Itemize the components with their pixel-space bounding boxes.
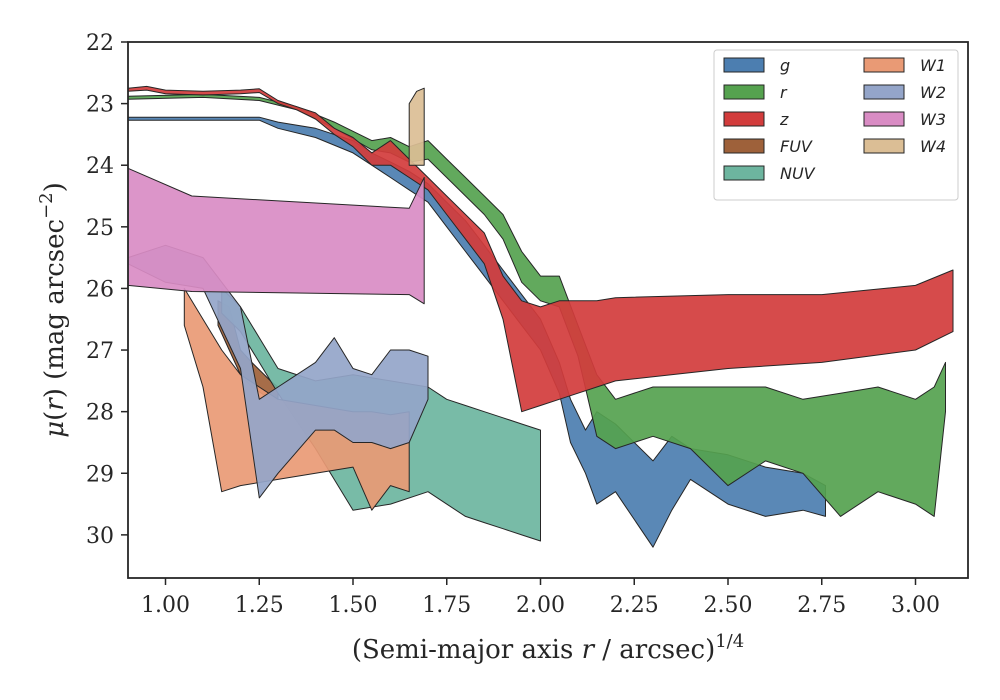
y-tick-label: 22	[86, 31, 114, 56]
legend-label-g: g	[780, 56, 790, 75]
x-axis: 1.00 1.25 1.50 1.75 2.00 2.25 2.50 2.75 3.00	[141, 578, 940, 618]
legend-label-w4: W4	[920, 137, 946, 156]
legend-swatch-z	[723, 111, 765, 127]
y-axis: 22 23 24 25 26 27 28 29 30	[86, 31, 128, 549]
y-axis-label: μ(r) (mag arcsec−2)	[36, 182, 70, 438]
y-tick-label: 28	[86, 401, 114, 426]
x-tick-label: 1.75	[422, 593, 471, 618]
series-band-z	[127, 85, 954, 413]
y-tick-label: 30	[86, 524, 114, 549]
series-band-w4	[408, 87, 425, 166]
y-tick-label: 29	[86, 462, 114, 487]
series-band-w3	[127, 167, 425, 305]
legend-label-w1: W1	[920, 56, 946, 75]
legend-swatch-w1	[863, 57, 905, 73]
x-axis-label: (Semi-major axis r / arcsec)1/4	[352, 631, 744, 665]
legend-label-w3: W3	[920, 110, 946, 129]
x-tick-label: 1.25	[235, 593, 284, 618]
legend-label-nuv: NUV	[780, 164, 816, 183]
legend-label-z: z	[779, 110, 789, 129]
y-tick-label: 27	[86, 339, 114, 364]
legend-swatch-g	[723, 57, 765, 73]
x-tick-label: 1.50	[329, 593, 378, 618]
legend-swatch-r	[723, 84, 765, 100]
series-band-w2	[127, 244, 429, 499]
y-tick-label: 23	[86, 93, 114, 118]
y-tick-label: 25	[86, 216, 114, 241]
legend-swatch-w2	[863, 84, 905, 100]
series-layer	[127, 85, 954, 548]
legend-label-r: r	[780, 83, 788, 102]
x-tick-label: 1.00	[141, 593, 190, 618]
legend-swatch-w3	[863, 111, 905, 127]
legend: grz FUV NUV W1 W2 W3 W4	[713, 49, 959, 201]
legend-swatch-fuv	[723, 138, 765, 154]
legend-swatch-nuv	[723, 165, 765, 181]
x-tick-label: 2.75	[797, 593, 846, 618]
legend-swatch-w4	[863, 138, 905, 154]
plot-frame	[127, 41, 969, 579]
y-tick-label: 26	[86, 277, 114, 302]
y-tick-label: 24	[86, 154, 114, 179]
legend-items: grz FUV NUV W1 W2 W3 W4	[723, 56, 946, 183]
x-tick-label: 2.25	[610, 593, 659, 618]
legend-label-fuv: FUV	[780, 137, 813, 156]
x-tick-label: 3.00	[891, 593, 940, 618]
legend-label-w2: W2	[920, 83, 946, 102]
x-tick-label: 2.50	[704, 593, 753, 618]
series-band-r	[127, 93, 946, 517]
x-tick-label: 2.00	[516, 593, 565, 618]
